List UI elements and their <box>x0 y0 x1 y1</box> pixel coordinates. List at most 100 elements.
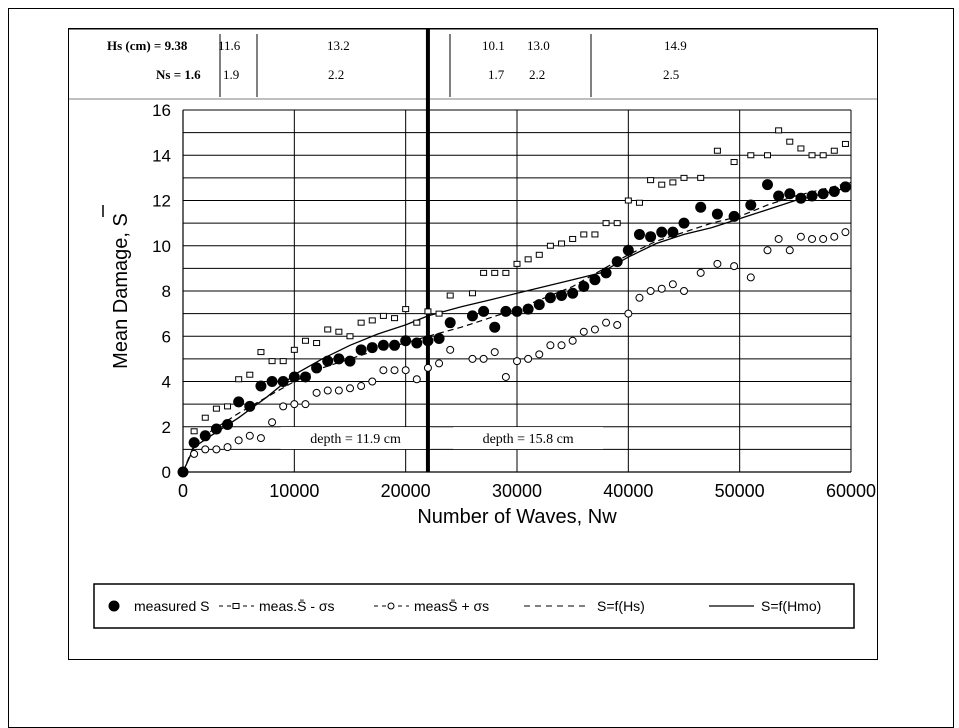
data-point-plus-sigma <box>696 268 705 277</box>
depth-annotation: depth = 15.8 cm <box>483 432 574 447</box>
data-point-measured <box>188 437 200 449</box>
data-point-minus-sigma <box>491 269 499 276</box>
data-point-measured <box>433 333 445 345</box>
data-point-measured <box>466 310 478 322</box>
legend-marker-measured <box>108 600 120 612</box>
data-point-plus-sigma <box>746 273 755 282</box>
data-point-minus-sigma <box>819 152 827 159</box>
data-point-plus-sigma <box>256 434 265 443</box>
header-ns-value: 2.5 <box>663 67 679 82</box>
data-point-measured <box>299 371 311 383</box>
data-point-measured <box>745 199 757 211</box>
data-point-minus-sigma <box>775 127 783 134</box>
data-point-measured <box>711 208 723 220</box>
y-tick-label: 12 <box>152 192 171 211</box>
data-point-plus-sigma <box>796 232 805 241</box>
data-point-measured <box>633 228 645 240</box>
data-point-plus-sigma <box>468 354 477 363</box>
data-point-minus-sigma <box>424 308 432 315</box>
data-point-plus-sigma <box>602 318 611 327</box>
data-point-minus-sigma <box>235 376 243 383</box>
data-point-minus-sigma <box>446 292 454 299</box>
data-point-minus-sigma <box>558 240 566 247</box>
data-point-plus-sigma <box>279 402 288 411</box>
data-point-measured <box>500 305 512 317</box>
data-point-minus-sigma <box>602 220 610 227</box>
data-point-measured <box>622 244 634 256</box>
data-point-measured <box>355 344 367 356</box>
data-point-measured <box>199 430 211 442</box>
data-point-minus-sigma <box>697 174 705 181</box>
data-point-plus-sigma <box>301 400 310 409</box>
data-point-measured <box>333 353 345 365</box>
data-point-measured <box>773 190 785 202</box>
data-point-minus-sigma <box>635 199 643 206</box>
data-point-minus-sigma <box>713 147 721 154</box>
data-point-plus-sigma <box>479 354 488 363</box>
data-point-measured <box>839 181 851 193</box>
data-point-plus-sigma <box>579 327 588 336</box>
data-point-measured <box>210 423 222 435</box>
annotation-box <box>280 427 431 450</box>
data-point-measured <box>177 466 189 478</box>
chart-area: Hs (cm) = 9.38 Ns = 1.6 11.6 1.9 13.2 2.2 10.1… <box>68 28 878 660</box>
data-point-minus-sigma <box>190 428 198 435</box>
data-point-plus-sigma <box>423 363 432 372</box>
data-point-measured <box>656 226 668 238</box>
data-point-minus-sigma <box>257 349 265 356</box>
data-point-plus-sigma <box>830 232 839 241</box>
data-point-minus-sigma <box>647 177 655 184</box>
data-point-minus-sigma <box>357 319 365 326</box>
legend-label-plus-sigma: measS̄ + σs <box>414 598 489 614</box>
x-tick-label: 10000 <box>269 481 319 501</box>
x-tick-label: 20000 <box>381 481 431 501</box>
data-point-plus-sigma <box>401 366 410 375</box>
data-point-measured <box>322 355 334 367</box>
data-point-measured <box>244 400 256 412</box>
y-tick-label: 14 <box>152 146 171 165</box>
data-point-plus-sigma <box>590 325 599 334</box>
data-point-plus-sigma <box>323 386 332 395</box>
data-point-plus-sigma <box>501 372 510 381</box>
data-point-minus-sigma <box>830 147 838 154</box>
data-point-minus-sigma <box>624 197 632 204</box>
data-point-plus-sigma <box>379 366 388 375</box>
data-point-minus-sigma <box>730 159 738 166</box>
data-point-minus-sigma <box>591 231 599 238</box>
header-hs-value: 10.1 <box>482 38 505 53</box>
data-point-plus-sigma <box>290 400 299 409</box>
data-point-measured <box>422 335 434 347</box>
data-point-plus-sigma <box>390 366 399 375</box>
data-point-measured <box>522 303 534 315</box>
data-point-plus-sigma <box>524 354 533 363</box>
data-point-measured <box>678 217 690 229</box>
data-point-minus-sigma <box>313 340 321 347</box>
data-point-minus-sigma <box>808 152 816 159</box>
data-point-plus-sigma <box>245 431 254 440</box>
data-point-plus-sigma <box>557 341 566 350</box>
data-point-minus-sigma <box>413 319 421 326</box>
x-tick-label: 60000 <box>826 481 876 501</box>
data-point-measured <box>611 256 623 268</box>
data-point-measured <box>817 188 829 200</box>
data-point-measured <box>728 210 740 222</box>
y-tick-label: 8 <box>162 282 171 301</box>
x-axis-label: Number of Waves, Nw <box>417 506 617 528</box>
data-point-plus-sigma <box>513 357 521 366</box>
data-point-plus-sigma <box>190 449 199 458</box>
data-point-measured <box>266 376 278 387</box>
legend-marker-minus-sigma <box>232 603 240 609</box>
data-point-minus-sigma <box>324 326 332 333</box>
data-point-minus-sigma <box>502 269 510 276</box>
data-point-measured <box>366 342 378 354</box>
data-point-minus-sigma <box>669 179 677 186</box>
data-point-measured <box>784 188 796 200</box>
y-tick-label: 4 <box>162 373 171 392</box>
data-point-minus-sigma <box>435 310 443 317</box>
data-point-measured <box>695 201 707 213</box>
legend-label-hmo: S=f(Hmo) <box>761 598 821 614</box>
legend-label-minus-sigma: meas.S̄ - σs <box>259 598 335 614</box>
x-tick-label: 50000 <box>715 481 765 501</box>
depth-annotation: depth = 11.9 cm <box>310 432 401 447</box>
data-point-plus-sigma <box>657 284 666 293</box>
